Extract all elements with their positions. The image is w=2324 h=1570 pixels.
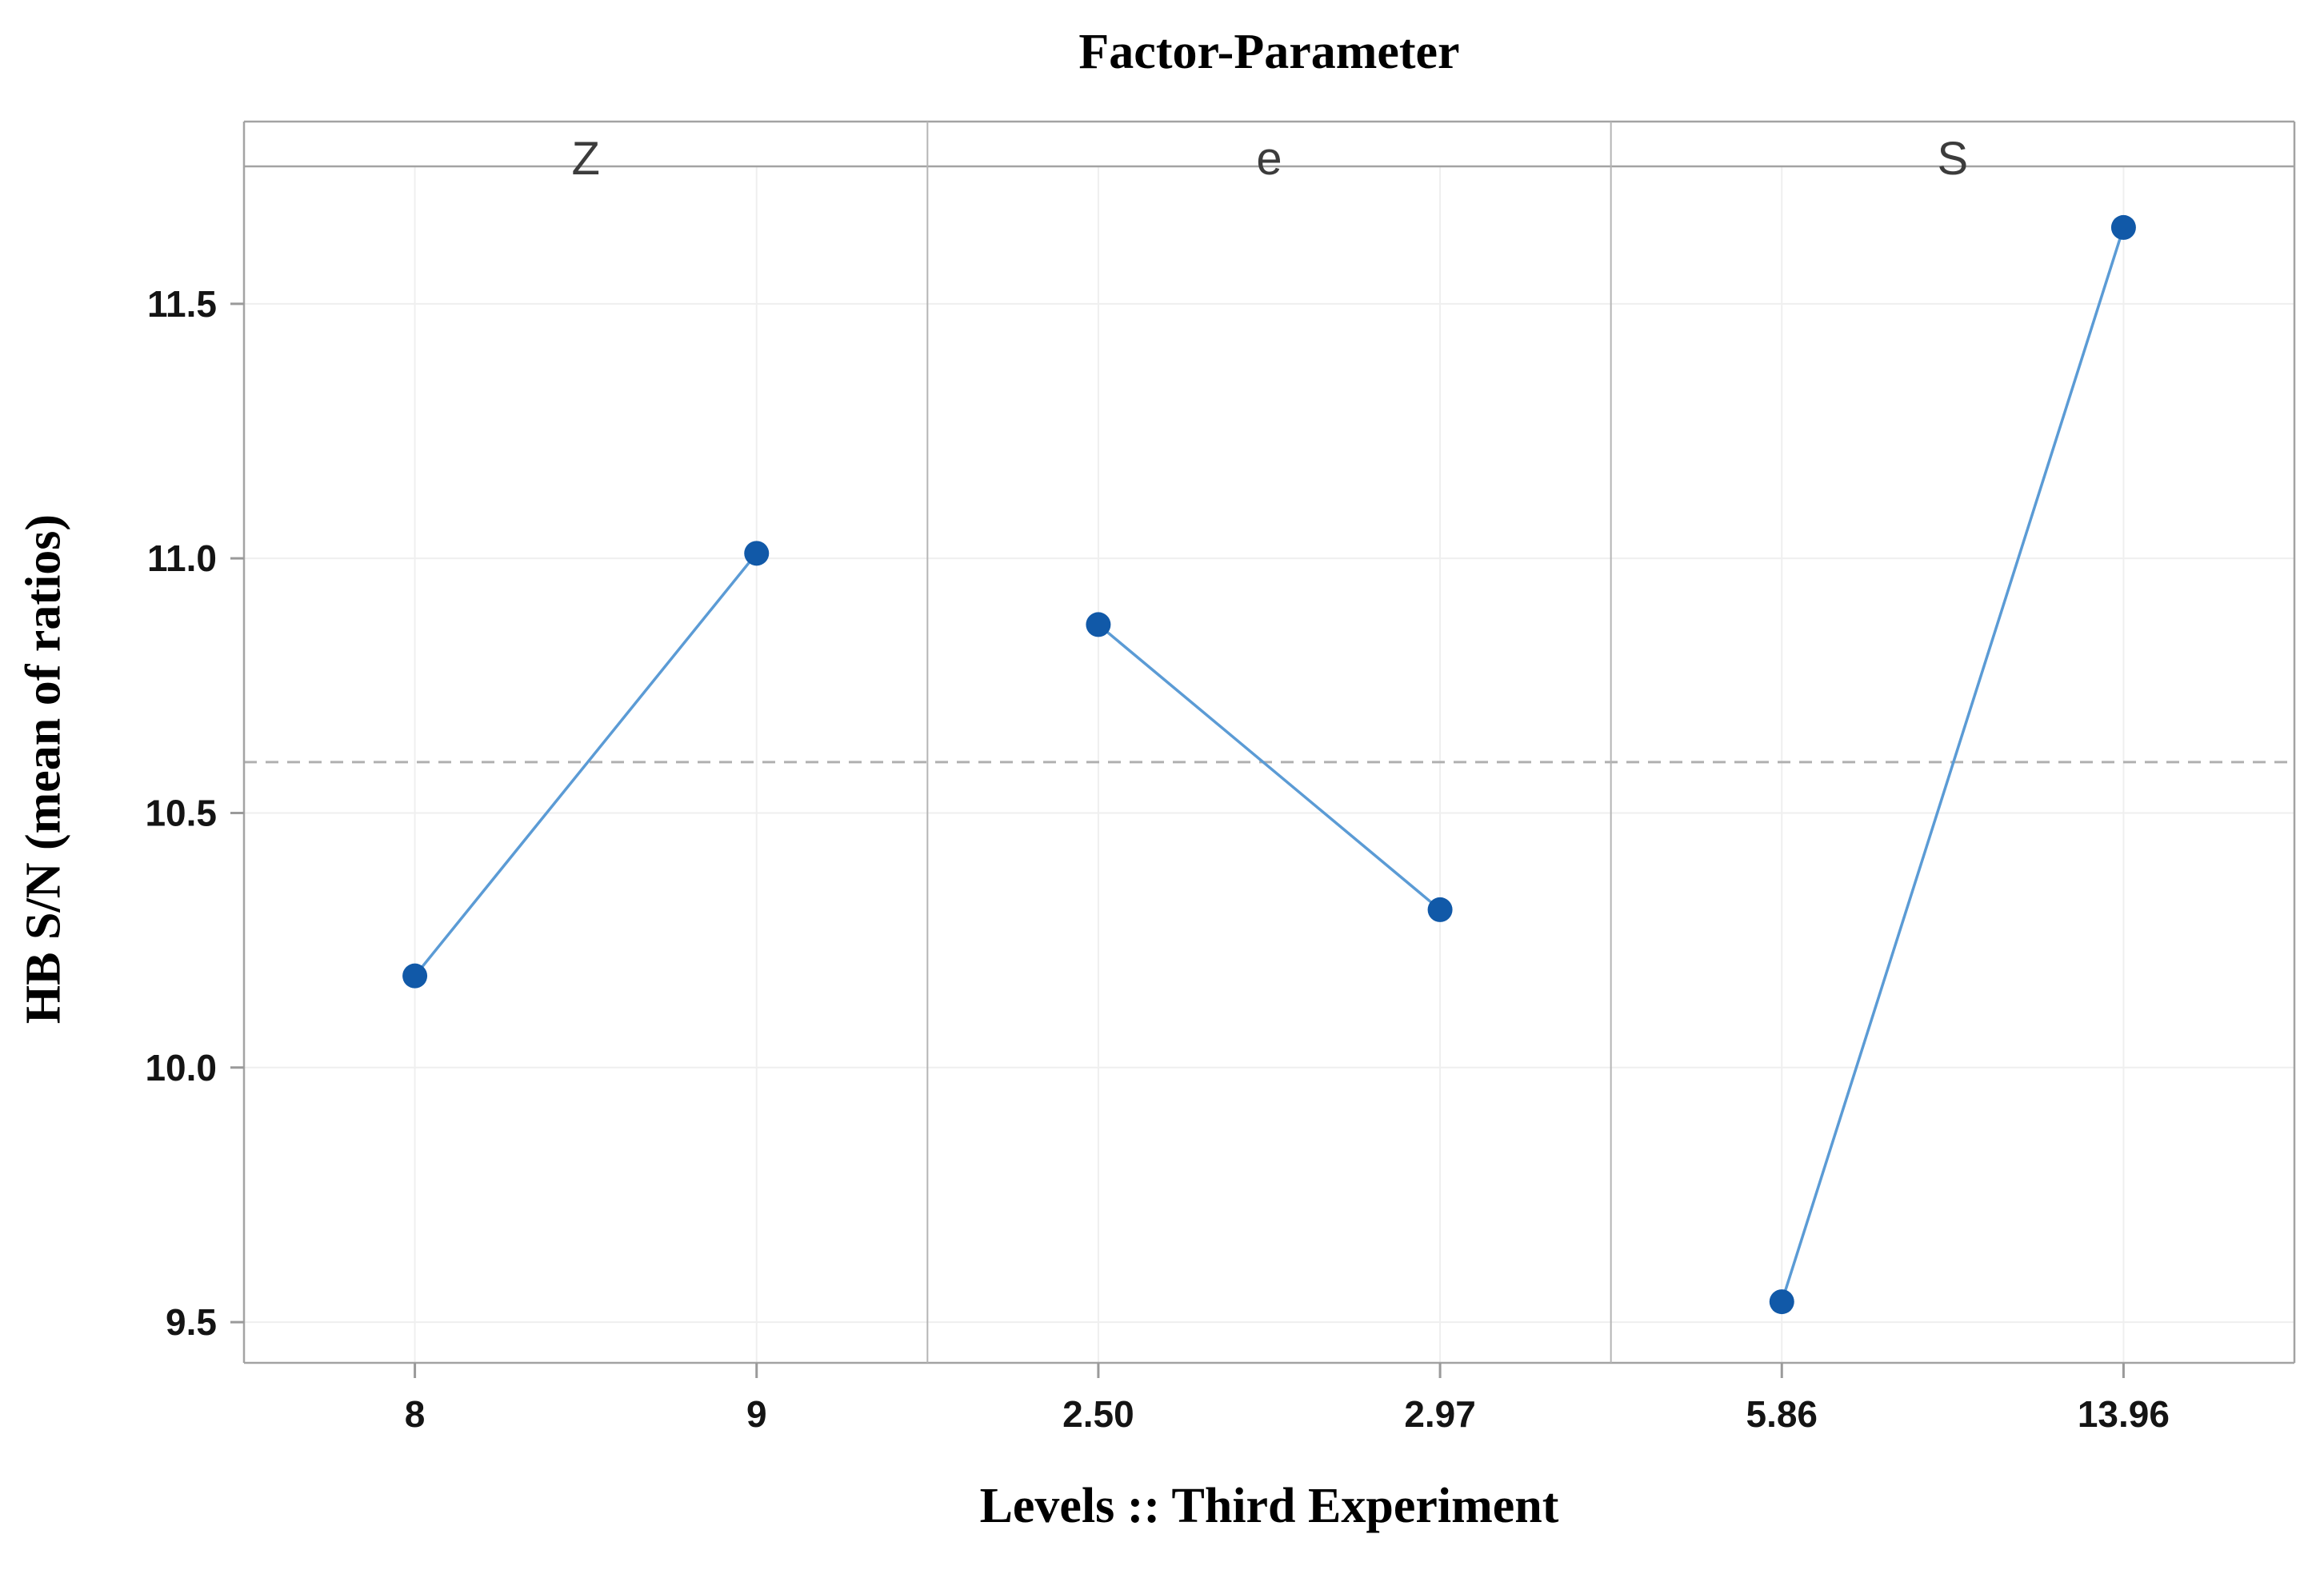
x-tick-label: 5.86 (1746, 1393, 1818, 1435)
effect-line-e (1097, 623, 1442, 911)
x-tick-label: 2.50 (1062, 1393, 1134, 1435)
y-axis-title: HB S/N (mean of ratios) (16, 513, 71, 1025)
data-point-Z-9 (744, 541, 770, 566)
data-point-e-2.50 (1086, 612, 1111, 637)
y-tick-label: 11.0 (147, 537, 217, 579)
panel-header-Z: Z (571, 133, 599, 185)
x-tick-label: 8 (405, 1393, 426, 1435)
y-tick-label: 10.5 (145, 792, 217, 833)
panel-header-e: e (1256, 133, 1282, 185)
chart-title: Factor-Parameter (1078, 25, 1460, 79)
data-point-e-2.97 (1427, 897, 1453, 922)
effect-line-S (1780, 226, 2126, 1303)
panel-header-S: S (1937, 133, 1968, 185)
x-tick-label: 9 (746, 1393, 767, 1435)
data-point-Z-8 (402, 963, 428, 989)
data-point-S-5.86 (1769, 1289, 1794, 1315)
x-axis-title: Levels :: Third Experiment (979, 1479, 1559, 1533)
x-tick-label: 2.97 (1404, 1393, 1476, 1435)
y-tick-label: 11.5 (147, 283, 217, 325)
effect-line-Z (414, 552, 758, 977)
y-tick-label: 9.5 (166, 1301, 217, 1343)
x-tick-label: 13.96 (2078, 1393, 2170, 1435)
y-tick-label: 10.0 (145, 1047, 217, 1089)
data-point-S-13.96 (2110, 214, 2136, 240)
